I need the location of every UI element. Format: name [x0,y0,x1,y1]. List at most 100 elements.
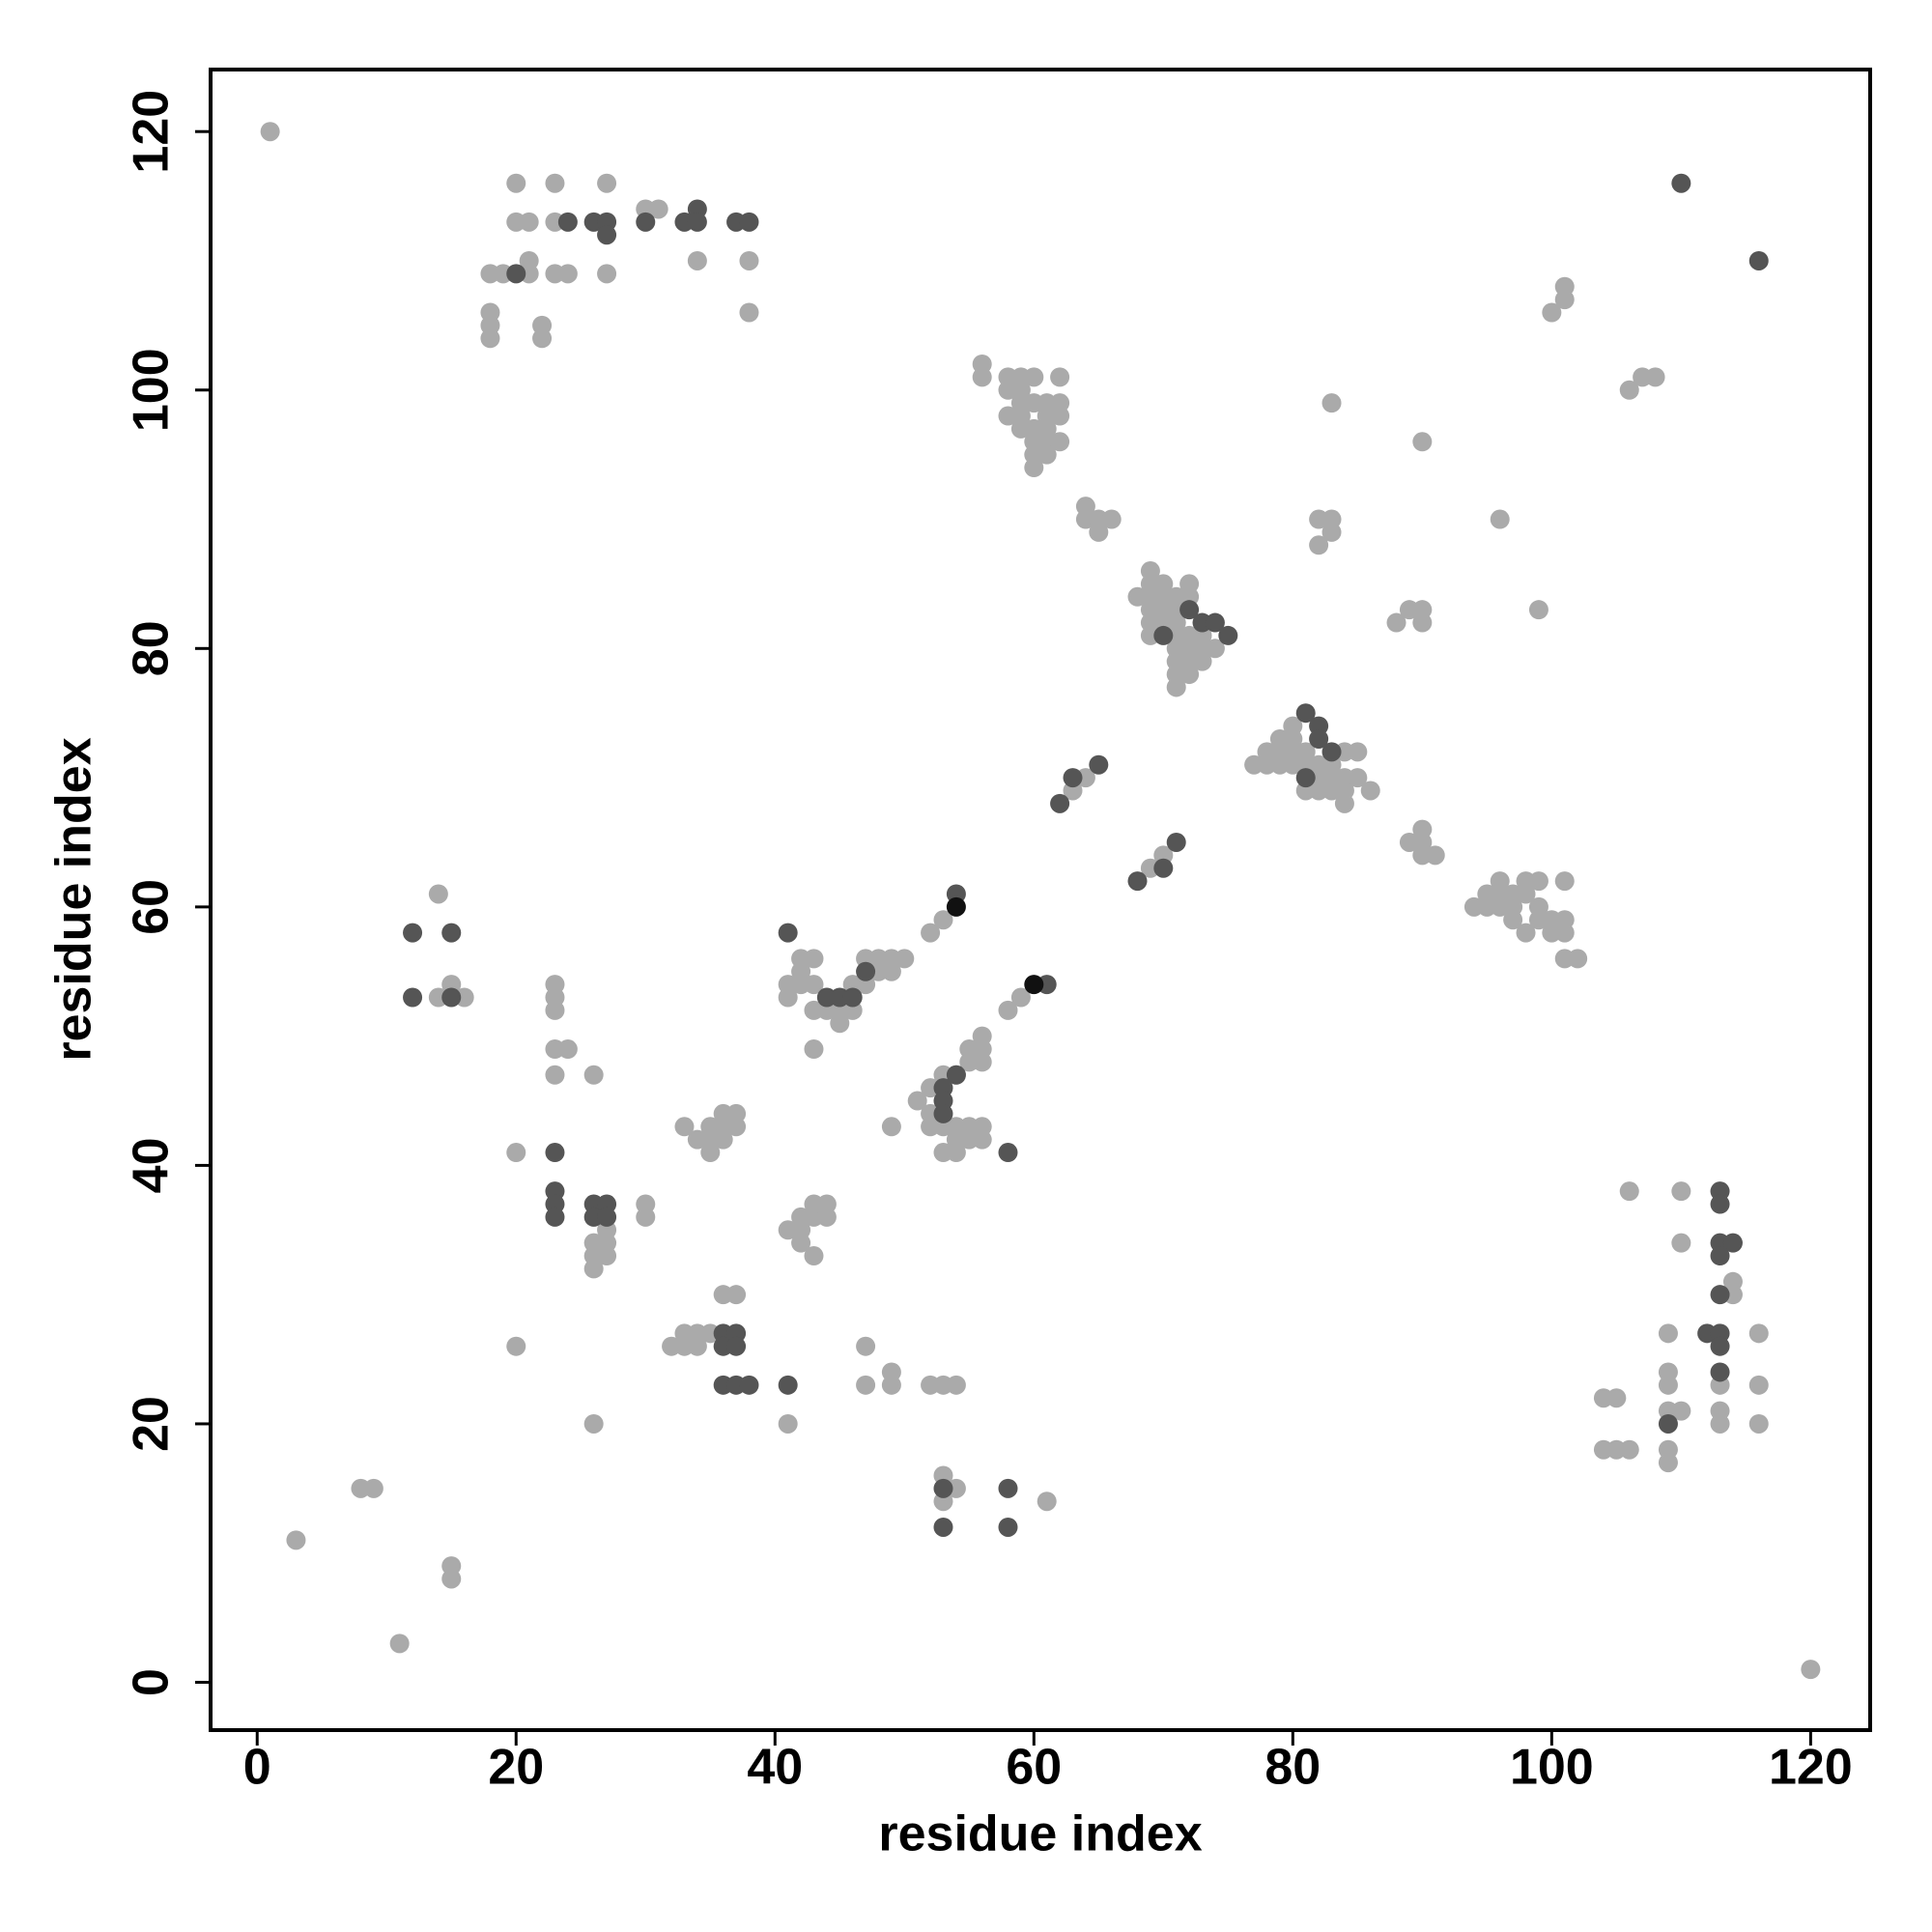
point [1645,367,1665,387]
point [998,1478,1018,1498]
point [1127,871,1148,892]
point [1528,910,1548,930]
point [1037,406,1057,426]
point [403,923,423,943]
point [856,1336,876,1356]
point [1606,1388,1627,1408]
point [1295,768,1316,788]
point [972,367,992,387]
point [1037,444,1057,465]
point [1050,793,1070,813]
point [597,1207,617,1227]
point [713,1129,733,1150]
point [1554,871,1575,892]
point [1671,1233,1691,1253]
point [998,1000,1018,1020]
point [1658,1453,1678,1473]
point [674,1117,695,1137]
point [856,961,876,981]
point [726,1336,747,1356]
y-tick-label: 100 [124,348,180,432]
point [778,987,798,1008]
point [545,173,565,193]
point [363,1478,384,1498]
point [1205,639,1225,659]
point [1801,1660,1821,1680]
point [1658,1413,1678,1434]
point [739,212,759,232]
point [532,328,553,349]
point [403,987,423,1008]
point [1722,1233,1743,1253]
point [946,1065,966,1085]
point [519,212,539,232]
point [597,173,617,193]
point [545,1065,565,1085]
point [713,1103,733,1123]
point [972,1052,992,1072]
point [856,1375,876,1395]
point [1748,1375,1769,1395]
point [687,212,707,232]
point [881,1375,901,1395]
point [998,1143,1018,1163]
point [1554,923,1575,943]
point [1710,1246,1730,1266]
point [1710,1285,1730,1305]
point [1153,858,1174,878]
point [1166,832,1186,852]
point [778,923,798,943]
point [1528,600,1548,620]
point [648,199,668,219]
point [428,884,448,904]
x-tick-label: 0 [243,1740,271,1796]
y-tick-label: 40 [124,1137,180,1193]
point [1671,1181,1691,1202]
point [1024,975,1044,995]
point [1089,522,1109,542]
point [557,264,578,284]
point [1619,1181,1639,1202]
point [1010,987,1031,1008]
x-tick-label: 60 [1006,1740,1062,1796]
point [1218,625,1238,645]
point [597,264,617,284]
point [804,1039,824,1060]
point [1360,781,1380,801]
point [1037,1492,1057,1512]
point [1490,509,1510,529]
point [1321,742,1342,762]
point [597,225,617,245]
point [946,1129,966,1150]
point [1516,923,1536,943]
point [583,1233,604,1253]
point [739,1375,759,1395]
point [1179,665,1200,685]
x-tick-label: 80 [1264,1740,1321,1796]
point [545,1000,565,1020]
point [946,896,966,917]
point [506,264,526,284]
point [881,1117,901,1137]
point [545,1207,565,1227]
point [1748,1413,1769,1434]
point [1619,380,1639,400]
point [441,987,462,1008]
point [1024,458,1044,478]
y-tick-label: 120 [124,90,180,174]
y-tick-label: 80 [124,620,180,676]
point [1309,728,1329,749]
point [1063,768,1083,788]
point [441,1569,462,1589]
point [389,1634,410,1654]
point [506,173,526,193]
point [1321,522,1342,542]
point [1542,302,1562,323]
point [1153,625,1174,645]
point [1748,1323,1769,1344]
point [1671,173,1691,193]
point [933,1478,953,1498]
y-tick-label: 20 [124,1396,180,1452]
point [597,1246,617,1266]
